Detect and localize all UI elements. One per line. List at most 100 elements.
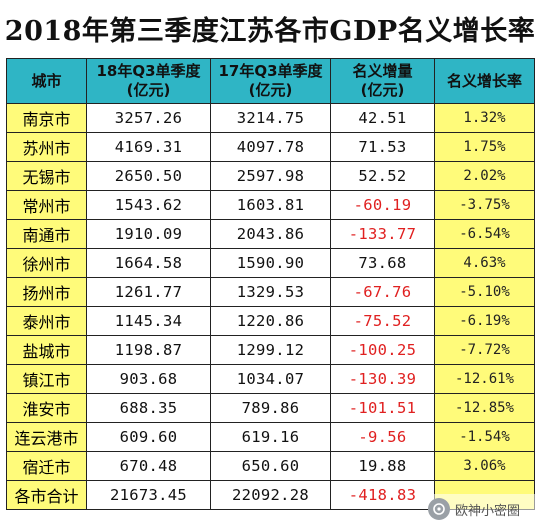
q3-2018-cell: 1261.77 <box>86 277 211 307</box>
city-cell: 泰州市 <box>6 306 87 336</box>
increase-cell: -130.39 <box>330 364 435 394</box>
rate-cell: -12.61% <box>434 364 535 394</box>
header-q3-2017-unit: (亿元) <box>248 81 293 99</box>
increase-cell: -418.83 <box>330 480 435 510</box>
rate-cell: -3.75% <box>434 190 535 220</box>
increase-cell: -133.77 <box>330 219 435 249</box>
table-row: 泰州市 1145.34 1220.86 -75.52 -6.19% <box>6 306 535 336</box>
increase-cell: -100.25 <box>330 335 435 365</box>
header-city: 城市 <box>6 58 87 104</box>
header-increase-label: 名义增量 <box>352 62 413 80</box>
city-cell: 镇江市 <box>6 364 87 394</box>
city-cell: 南京市 <box>6 103 87 133</box>
rate-cell: 4.63% <box>434 248 535 278</box>
table-row: 徐州市 1664.58 1590.90 73.68 4.63% <box>6 248 535 278</box>
city-cell: 常州市 <box>6 190 87 220</box>
table-row: 常州市 1543.62 1603.81 -60.19 -3.75% <box>6 190 535 220</box>
increase-cell: -67.76 <box>330 277 435 307</box>
q3-2018-cell: 1910.09 <box>86 219 211 249</box>
q3-2017-cell: 619.16 <box>210 422 331 452</box>
increase-cell: 73.68 <box>330 248 435 278</box>
table-row: 南京市 3257.26 3214.75 42.51 1.32% <box>6 103 535 133</box>
q3-2017-cell: 1603.81 <box>210 190 331 220</box>
q3-2017-cell: 2597.98 <box>210 161 331 191</box>
header-q3-2018-unit: (亿元) <box>126 81 171 99</box>
q3-2018-cell: 670.48 <box>86 451 211 481</box>
rate-cell: 1.75% <box>434 132 535 162</box>
table-row: 镇江市 903.68 1034.07 -130.39 -12.61% <box>6 364 535 394</box>
watermark-text: 欧神小密圈 <box>455 503 521 519</box>
page-title: 2018年第三季度江苏各市GDP名义增长率 <box>4 15 536 47</box>
header-increase-unit: (亿元) <box>360 81 405 99</box>
q3-2018-cell: 609.60 <box>86 422 211 452</box>
increase-cell: 19.88 <box>330 451 435 481</box>
table-row: 淮安市 688.35 789.86 -101.51 -12.85% <box>6 393 535 423</box>
q3-2018-cell: 1543.62 <box>86 190 211 220</box>
rate-cell: -6.19% <box>434 306 535 336</box>
q3-2018-cell: 1664.58 <box>86 248 211 278</box>
city-cell: 连云港市 <box>6 422 87 452</box>
header-increase: 名义增量 (亿元) <box>330 58 435 104</box>
q3-2018-cell: 21673.45 <box>86 480 211 510</box>
rate-cell: -6.54% <box>434 219 535 249</box>
increase-cell: -9.56 <box>330 422 435 452</box>
rate-cell: -5.10% <box>434 277 535 307</box>
table-row: 宿迁市 670.48 650.60 19.88 3.06% <box>6 451 535 481</box>
rate-cell: -7.72% <box>434 335 535 365</box>
q3-2018-cell: 2650.50 <box>86 161 211 191</box>
q3-2017-cell: 22092.28 <box>210 480 331 510</box>
table-row: 连云港市 609.60 619.16 -9.56 -1.54% <box>6 422 535 452</box>
city-cell: 宿迁市 <box>6 451 87 481</box>
q3-2018-cell: 903.68 <box>86 364 211 394</box>
city-cell: 各市合计 <box>6 480 87 510</box>
header-rate: 名义增长率 <box>434 58 535 104</box>
header-q3-2018-label: 18年Q3单季度 <box>96 62 201 80</box>
city-cell: 徐州市 <box>6 248 87 278</box>
increase-cell: -75.52 <box>330 306 435 336</box>
table-row: 无锡市 2650.50 2597.98 52.52 2.02% <box>6 161 535 191</box>
rate-cell: 3.06% <box>434 451 535 481</box>
q3-2017-cell: 789.86 <box>210 393 331 423</box>
q3-2017-cell: 1034.07 <box>210 364 331 394</box>
rate-cell: -12.85% <box>434 393 535 423</box>
city-cell: 盐城市 <box>6 335 87 365</box>
rate-cell: 2.02% <box>434 161 535 191</box>
q3-2017-cell: 3214.75 <box>210 103 331 133</box>
rate-cell: 1.32% <box>434 103 535 133</box>
gdp-table: 城市 18年Q3单季度 (亿元) 17年Q3单季度 (亿元) 名义增量 (亿元)… <box>6 58 535 510</box>
city-cell: 无锡市 <box>6 161 87 191</box>
header-q3-2018: 18年Q3单季度 (亿元) <box>86 58 211 104</box>
increase-cell: 52.52 <box>330 161 435 191</box>
q3-2018-cell: 688.35 <box>86 393 211 423</box>
wechat-channel-icon <box>428 498 450 520</box>
table-row: 盐城市 1198.87 1299.12 -100.25 -7.72% <box>6 335 535 365</box>
city-cell: 扬州市 <box>6 277 87 307</box>
watermark: 欧神小密圈 <box>428 494 538 524</box>
q3-2018-cell: 4169.31 <box>86 132 211 162</box>
q3-2018-cell: 1145.34 <box>86 306 211 336</box>
q3-2017-cell: 1299.12 <box>210 335 331 365</box>
q3-2017-cell: 4097.78 <box>210 132 331 162</box>
q3-2018-cell: 1198.87 <box>86 335 211 365</box>
city-cell: 淮安市 <box>6 393 87 423</box>
q3-2017-cell: 650.60 <box>210 451 331 481</box>
q3-2017-cell: 1329.53 <box>210 277 331 307</box>
table-row: 苏州市 4169.31 4097.78 71.53 1.75% <box>6 132 535 162</box>
q3-2017-cell: 1590.90 <box>210 248 331 278</box>
table-row: 扬州市 1261.77 1329.53 -67.76 -5.10% <box>6 277 535 307</box>
header-q3-2017: 17年Q3单季度 (亿元) <box>210 58 331 104</box>
table-body: 南京市 3257.26 3214.75 42.51 1.32% 苏州市 4169.31 409… <box>6 103 535 510</box>
watermark-faint <box>262 500 332 520</box>
rate-cell: -1.54% <box>434 422 535 452</box>
header-q3-2017-label: 17年Q3单季度 <box>218 62 323 80</box>
q3-2018-cell: 3257.26 <box>86 103 211 133</box>
table-header-row: 城市 18年Q3单季度 (亿元) 17年Q3单季度 (亿元) 名义增量 (亿元)… <box>6 58 535 104</box>
q3-2017-cell: 2043.86 <box>210 219 331 249</box>
city-cell: 苏州市 <box>6 132 87 162</box>
q3-2017-cell: 1220.86 <box>210 306 331 336</box>
increase-cell: -101.51 <box>330 393 435 423</box>
city-cell: 南通市 <box>6 219 87 249</box>
increase-cell: 71.53 <box>330 132 435 162</box>
increase-cell: -60.19 <box>330 190 435 220</box>
increase-cell: 42.51 <box>330 103 435 133</box>
